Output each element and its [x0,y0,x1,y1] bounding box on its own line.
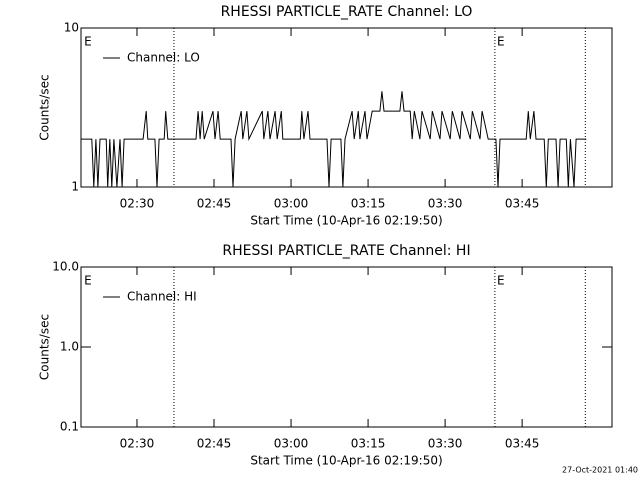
x-tick-label: 03:45 [505,197,540,211]
x-tick-label: 03:15 [351,437,386,451]
y-tick-label: 10 [64,21,79,35]
y-tick-label: 0.1 [60,420,79,434]
x-tick-label: 03:00 [274,437,309,451]
plot-frame [80,27,613,188]
x-tick-label: 02:45 [197,197,232,211]
legend-label: Channel: HI [127,290,197,304]
x-tick-label: 03:00 [274,197,309,211]
x-tick-label: 02:30 [120,437,155,451]
x-tick-label: 03:15 [351,197,386,211]
y-axis-label: Counts/sec [38,314,52,380]
x-axis-label: Start Time (10-Apr-16 02:19:50) [250,454,442,468]
x-tick-label: 03:30 [428,197,463,211]
y-tick-label: 10.0 [52,260,79,274]
y-tick-label: 1 [71,180,79,194]
y-tick-label: 1.0 [60,340,79,354]
chart-title: RHESSI PARTICLE_RATE Channel: HI [222,243,470,259]
event-label: E [84,274,92,288]
x-axis-label: Start Time (10-Apr-16 02:19:50) [250,214,442,228]
legend-label: Channel: LO [127,51,200,65]
y-axis-label: Counts/sec [38,74,52,140]
event-label: E [497,274,505,288]
x-tick-label: 02:30 [120,197,155,211]
chart-title: RHESSI PARTICLE_RATE Channel: LO [221,4,473,20]
timestamp: 27-Oct-2021 01:40 [562,466,638,475]
data-line [81,91,587,188]
event-label: E [497,35,505,49]
x-tick-label: 03:45 [505,437,540,451]
x-tick-label: 03:30 [428,437,463,451]
x-tick-label: 02:45 [197,437,232,451]
event-label: E [84,35,92,49]
